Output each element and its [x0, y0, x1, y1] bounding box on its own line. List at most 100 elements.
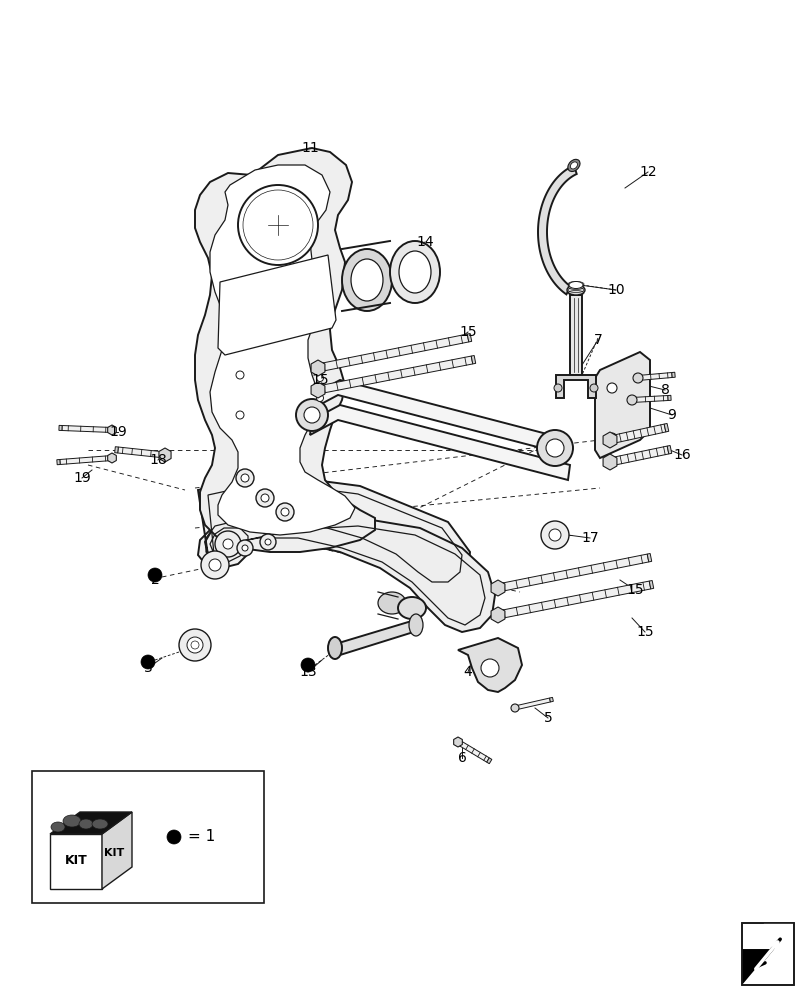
Polygon shape — [637, 373, 672, 380]
Circle shape — [281, 508, 289, 516]
Text: 19: 19 — [109, 425, 127, 439]
Polygon shape — [59, 425, 62, 430]
Text: 15: 15 — [625, 583, 643, 597]
Ellipse shape — [389, 241, 440, 303]
Polygon shape — [608, 446, 668, 466]
Text: 15: 15 — [311, 373, 328, 387]
Circle shape — [633, 373, 642, 383]
Text: 8: 8 — [660, 383, 668, 397]
Ellipse shape — [92, 819, 108, 829]
Text: 17: 17 — [581, 531, 598, 545]
Text: 15: 15 — [635, 625, 653, 639]
Polygon shape — [159, 448, 171, 462]
Polygon shape — [496, 554, 648, 592]
Circle shape — [236, 411, 243, 419]
Circle shape — [241, 474, 249, 482]
Circle shape — [236, 469, 254, 487]
Text: 10: 10 — [607, 283, 624, 297]
Circle shape — [191, 641, 199, 649]
Polygon shape — [311, 382, 324, 398]
Text: KIT: KIT — [104, 848, 124, 858]
Polygon shape — [646, 553, 651, 562]
Polygon shape — [549, 697, 552, 702]
Circle shape — [260, 534, 276, 550]
Polygon shape — [217, 255, 336, 355]
Polygon shape — [50, 812, 132, 834]
Bar — [32, 771, 264, 903]
Circle shape — [255, 489, 273, 507]
Circle shape — [215, 531, 241, 557]
Text: 18: 18 — [149, 453, 167, 467]
Circle shape — [316, 394, 323, 401]
Ellipse shape — [569, 162, 577, 169]
Polygon shape — [317, 334, 468, 372]
Polygon shape — [453, 737, 461, 747]
Polygon shape — [470, 356, 475, 364]
Circle shape — [264, 539, 271, 545]
Ellipse shape — [51, 822, 65, 832]
Circle shape — [223, 539, 233, 549]
Polygon shape — [603, 432, 616, 448]
Text: 3: 3 — [144, 661, 152, 675]
Circle shape — [545, 439, 564, 457]
Circle shape — [296, 399, 328, 431]
Polygon shape — [671, 372, 675, 377]
Bar — [741, 923, 793, 985]
Text: 16: 16 — [672, 448, 690, 462]
Polygon shape — [603, 454, 616, 470]
Ellipse shape — [569, 282, 582, 288]
Text: 4: 4 — [463, 665, 472, 679]
Ellipse shape — [397, 597, 426, 619]
Text: 5: 5 — [543, 711, 551, 725]
Polygon shape — [608, 424, 665, 444]
Text: 14: 14 — [416, 235, 433, 249]
Circle shape — [237, 540, 253, 556]
Polygon shape — [457, 638, 521, 692]
Polygon shape — [102, 812, 132, 889]
Ellipse shape — [328, 637, 341, 659]
Circle shape — [178, 629, 211, 661]
Polygon shape — [57, 460, 60, 465]
Polygon shape — [491, 580, 504, 596]
Polygon shape — [538, 165, 576, 294]
Polygon shape — [332, 620, 419, 655]
Text: = 1: = 1 — [188, 829, 215, 844]
Polygon shape — [310, 380, 569, 455]
Circle shape — [626, 395, 636, 405]
Circle shape — [553, 384, 561, 392]
Circle shape — [208, 559, 221, 571]
Polygon shape — [663, 423, 668, 432]
Polygon shape — [108, 453, 116, 463]
Polygon shape — [667, 445, 671, 454]
Text: 11: 11 — [301, 141, 319, 155]
Polygon shape — [594, 352, 649, 458]
Circle shape — [141, 655, 155, 669]
Circle shape — [242, 545, 247, 551]
Polygon shape — [198, 474, 470, 590]
Text: KIT: KIT — [65, 854, 88, 867]
Text: 6: 6 — [457, 751, 466, 765]
Ellipse shape — [566, 285, 584, 295]
Polygon shape — [496, 581, 650, 619]
Circle shape — [510, 704, 518, 712]
Ellipse shape — [378, 592, 406, 614]
Circle shape — [480, 659, 499, 677]
Text: 9: 9 — [667, 408, 676, 422]
Circle shape — [148, 568, 162, 582]
Polygon shape — [741, 949, 771, 985]
Text: 13: 13 — [298, 665, 316, 679]
Polygon shape — [114, 447, 118, 453]
Circle shape — [540, 521, 569, 549]
Polygon shape — [763, 923, 793, 959]
Circle shape — [238, 185, 318, 265]
Circle shape — [236, 371, 243, 379]
Polygon shape — [631, 396, 667, 402]
Polygon shape — [491, 607, 504, 623]
Ellipse shape — [63, 815, 81, 827]
Text: 2: 2 — [150, 573, 159, 587]
Polygon shape — [456, 740, 489, 762]
Ellipse shape — [567, 159, 579, 172]
Circle shape — [201, 551, 229, 579]
Polygon shape — [60, 456, 112, 464]
Polygon shape — [667, 395, 671, 400]
